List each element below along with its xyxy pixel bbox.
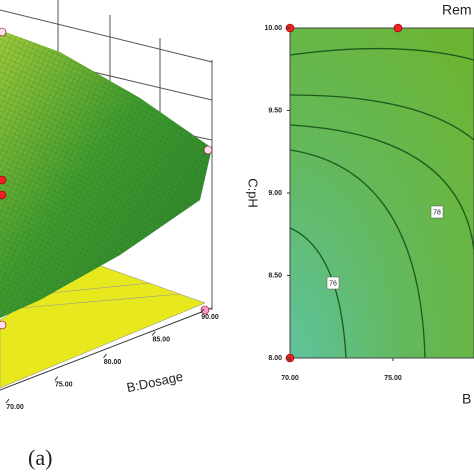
plot-area — [289, 27, 474, 359]
contour-label: 78 — [433, 209, 441, 216]
contour-lines — [290, 47, 474, 358]
x-tick-label: 75.00 — [384, 375, 402, 382]
contour-label: 76 — [329, 280, 337, 287]
x-axis-label: B:Dosage — [125, 369, 184, 396]
x-tick — [151, 331, 156, 336]
x-tick-label: 70.00 — [281, 375, 299, 382]
y-tick-label: 8.50 — [268, 272, 282, 279]
x-tick-label: 90.00 — [201, 314, 219, 321]
contour-label-box — [430, 205, 444, 219]
floor-grid — [19, 282, 181, 309]
y-tick-label: 9.00 — [268, 190, 282, 197]
y-tick-label: 10.00 — [264, 25, 282, 32]
x-tick-label: 70.00 — [6, 404, 24, 411]
x-axis — [0, 307, 213, 391]
x-tick — [5, 398, 10, 404]
y-tick-label: 9.50 — [268, 107, 282, 114]
surface-mesh — [0, 30, 212, 318]
x-tick-label: 75.00 — [55, 381, 73, 388]
x-tick — [54, 376, 59, 381]
caption: (a) — [28, 445, 52, 470]
design-points — [0, 27, 213, 330]
surface-panel — [0, 0, 213, 391]
x-axis-label: B — [462, 391, 471, 407]
y-tick-label: 8.00 — [268, 355, 282, 362]
x-tick — [200, 308, 205, 314]
x-tick-label: 80.00 — [104, 359, 122, 366]
y-axis-label: C:pH — [246, 178, 261, 208]
x-tick-label: 85.00 — [152, 336, 170, 343]
x-tick — [103, 353, 107, 359]
contour-panel — [285, 23, 474, 363]
chart-title: Rem — [442, 2, 472, 18]
contour-label-box — [326, 276, 340, 290]
